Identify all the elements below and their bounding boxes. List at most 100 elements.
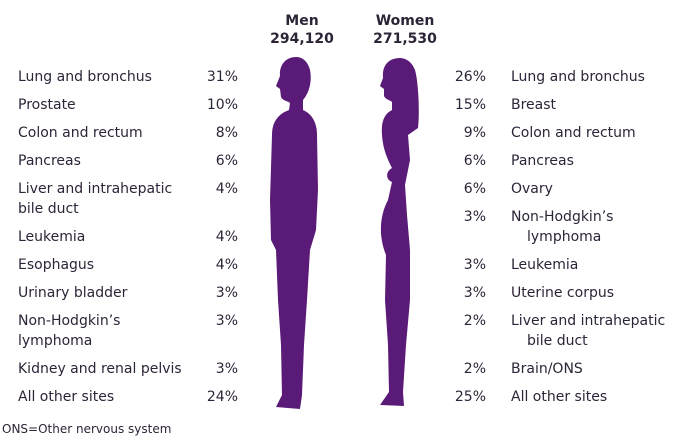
site-label: Uterine corpus xyxy=(511,283,676,303)
site-label: Esophagus xyxy=(18,255,198,275)
women-list: Lung and bronchus 26% Breast 15% Colon and r… xyxy=(436,67,676,415)
site-label: All other sites xyxy=(511,387,676,407)
row: Liver and intrahepatic bile duct 4% xyxy=(18,179,238,227)
percentage: 2% xyxy=(463,313,486,329)
row: Lung and bronchus 26% xyxy=(436,67,676,95)
site-line: lymphoma xyxy=(527,229,602,245)
site-line: All other sites xyxy=(18,389,115,405)
men-label: Men xyxy=(285,13,319,29)
footnote: ONS=Other nervous system xyxy=(2,422,172,436)
site-label: Non-Hodgkin’s lymphoma xyxy=(511,207,676,247)
site-line: All other sites xyxy=(511,389,608,405)
percentage: 15% xyxy=(454,97,486,113)
men-total: 294,120 xyxy=(270,31,334,47)
site-line: Pancreas xyxy=(18,153,81,169)
site-line: Kidney and renal pelvis xyxy=(18,361,182,377)
site-line: Breast xyxy=(511,97,557,113)
percentage: 8% xyxy=(215,125,238,141)
site-label: Colon and rectum xyxy=(18,123,198,143)
row: Leukemia 3% xyxy=(436,255,676,283)
site-line: Lung and bronchus xyxy=(18,69,152,85)
site-label: Kidney and renal pelvis xyxy=(18,359,198,379)
percentage: 4% xyxy=(215,229,238,245)
site-line: Uterine corpus xyxy=(511,285,615,301)
site-label: Brain/ONS xyxy=(511,359,676,379)
site-label: Breast xyxy=(511,95,676,115)
percentage: 26% xyxy=(454,69,486,85)
percentage: 3% xyxy=(215,313,238,329)
site-label: Ovary xyxy=(511,179,676,199)
site-label: Lung and bronchus xyxy=(18,67,198,87)
site-line: bile duct xyxy=(527,333,588,349)
woman-silhouette xyxy=(380,58,419,406)
site-line: Colon and rectum xyxy=(511,125,636,141)
site-label: Colon and rectum xyxy=(511,123,676,143)
site-label: Liver and intrahepatic bile duct xyxy=(18,179,198,219)
row: Colon and rectum 8% xyxy=(18,123,238,151)
row: Non-Hodgkin’s lymphoma 3% xyxy=(18,311,238,359)
men-header: Men 294,120 xyxy=(252,12,352,48)
row: Prostate 10% xyxy=(18,95,238,123)
percentage: 31% xyxy=(206,69,238,85)
site-label: Pancreas xyxy=(511,151,676,171)
percentage: 6% xyxy=(215,153,238,169)
percentage: 3% xyxy=(215,361,238,377)
percentage: 10% xyxy=(206,97,238,113)
percentage: 3% xyxy=(463,285,486,301)
site-line: lymphoma xyxy=(18,333,93,349)
percentage: 3% xyxy=(463,209,486,225)
site-line: Prostate xyxy=(18,97,76,113)
site-line: Lung and bronchus xyxy=(511,69,645,85)
site-line: Leukemia xyxy=(18,229,86,245)
site-line: Pancreas xyxy=(511,153,574,169)
row: All other sites 24% xyxy=(18,387,238,415)
row: Esophagus 4% xyxy=(18,255,238,283)
man-silhouette xyxy=(270,57,318,409)
site-line: Colon and rectum xyxy=(18,125,143,141)
site-line: Liver and intrahepatic xyxy=(511,313,666,329)
site-label: Leukemia xyxy=(18,227,198,247)
site-label: Prostate xyxy=(18,95,198,115)
percentage: 4% xyxy=(215,257,238,273)
site-line: bile duct xyxy=(18,201,79,217)
site-line: Ovary xyxy=(511,181,553,197)
percentage: 3% xyxy=(463,257,486,273)
percentage: 4% xyxy=(215,181,238,197)
site-label: Urinary bladder xyxy=(18,283,198,303)
row: Liver and intrahepatic bile duct 2% xyxy=(436,311,676,359)
percentage: 24% xyxy=(206,389,238,405)
site-line: Non-Hodgkin’s xyxy=(18,313,121,329)
row: Pancreas 6% xyxy=(18,151,238,179)
percentage: 3% xyxy=(215,285,238,301)
row: Urinary bladder 3% xyxy=(18,283,238,311)
row: Colon and rectum 9% xyxy=(436,123,676,151)
row: Non-Hodgkin’s lymphoma 3% xyxy=(436,207,676,255)
percentage: 6% xyxy=(463,181,486,197)
row: Pancreas 6% xyxy=(436,151,676,179)
site-label: Lung and bronchus xyxy=(511,67,676,87)
women-total: 271,530 xyxy=(373,31,437,47)
site-line: Leukemia xyxy=(511,257,579,273)
row: All other sites 25% xyxy=(436,387,676,415)
site-line: Esophagus xyxy=(18,257,95,273)
row: Breast 15% xyxy=(436,95,676,123)
men-list: Lung and bronchus 31% Prostate 10% Colon and… xyxy=(18,67,238,415)
row: Kidney and renal pelvis 3% xyxy=(18,359,238,387)
percentage: 6% xyxy=(463,153,486,169)
site-label: All other sites xyxy=(18,387,198,407)
site-label: Liver and intrahepatic bile duct xyxy=(511,311,676,351)
row: Uterine corpus 3% xyxy=(436,283,676,311)
percentage: 2% xyxy=(463,361,486,377)
row: Ovary 6% xyxy=(436,179,676,207)
row: Leukemia 4% xyxy=(18,227,238,255)
site-line: Brain/ONS xyxy=(511,361,583,377)
women-header: Women 271,530 xyxy=(355,12,455,48)
women-label: Women xyxy=(375,13,435,29)
row: Brain/ONS 2% xyxy=(436,359,676,387)
site-line: Liver and intrahepatic xyxy=(18,181,173,197)
site-label: Non-Hodgkin’s lymphoma xyxy=(18,311,198,351)
percentage: 25% xyxy=(454,389,486,405)
percentage: 9% xyxy=(463,125,486,141)
